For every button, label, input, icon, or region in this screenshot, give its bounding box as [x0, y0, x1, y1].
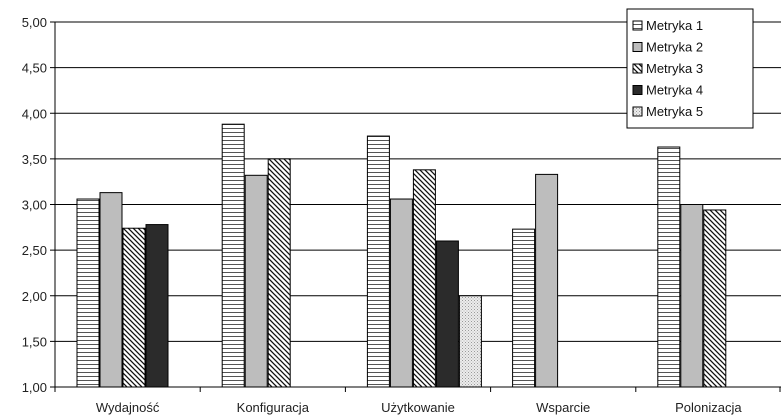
x-category-label: Polonizacja [675, 400, 742, 415]
axes [50, 21, 781, 392]
legend-swatch [632, 63, 643, 74]
legend-label: Metryka 5 [646, 104, 703, 119]
legend-label: Metryka 3 [646, 61, 703, 76]
legend-swatch [632, 106, 643, 117]
bar-metryka-1-4 [657, 146, 681, 388]
legend-swatch [632, 42, 643, 52]
x-category-label: Wydajność [96, 400, 160, 415]
bar-metryka-3-4 [703, 209, 727, 388]
y-tick-label: 2,00 [22, 289, 47, 304]
bar-metryka-2-4 [680, 204, 704, 388]
x-category-label: Konfiguracja [237, 400, 310, 415]
y-tick-label: 1,50 [22, 334, 47, 349]
x-category-label: Wsparcie [536, 400, 590, 415]
y-axis-tick-labels: 1,00 1,50 2,00 2,50 3,00 3,50 4,00 4,50 5,00 [22, 15, 47, 395]
bar-metryka-4-2 [435, 240, 459, 388]
bar-metryka-2-1 [244, 174, 268, 388]
x-category-label: Użytkowanie [381, 400, 455, 415]
bar-metryka-1-3 [512, 228, 536, 388]
y-tick-label: 3,50 [22, 152, 47, 167]
y-tick-label: 4,50 [22, 61, 47, 76]
bar-metryka-3-0 [122, 227, 146, 388]
bar-metryka-5-2 [458, 295, 482, 388]
y-tick-label: 3,00 [22, 198, 47, 213]
bar-metryka-2-2 [389, 198, 413, 388]
x-axis-category-labels: Wydajność Konfiguracja Użytkowanie Wsparcie… [96, 400, 743, 415]
bar-metryka-1-0 [76, 198, 100, 388]
bar-metryka-4-0 [145, 224, 169, 388]
legend-box [626, 8, 754, 129]
bar-metryka-1-2 [366, 135, 390, 388]
bar-metryka-2-0 [99, 192, 123, 388]
bar-metryka-3-2 [412, 169, 436, 388]
legend-swatch [632, 20, 643, 31]
bar-metryka-1-1 [221, 123, 245, 388]
bars [76, 123, 727, 388]
y-tick-label: 4,00 [22, 106, 47, 121]
legend-swatch [632, 85, 643, 95]
legend: Metryka 1 Metryka 2 Metryka 3 Metryka 4 Metr… [626, 8, 754, 129]
bar-metryka-3-1 [267, 158, 291, 388]
legend-label: Metryka 1 [646, 18, 703, 33]
legend-label: Metryka 4 [646, 83, 703, 98]
y-tick-label: 5,00 [22, 15, 47, 30]
bar-metryka-2-3 [535, 173, 559, 388]
legend-label: Metryka 2 [646, 40, 703, 55]
y-tick-label: 1,00 [22, 380, 47, 395]
y-tick-label: 2,50 [22, 243, 47, 258]
